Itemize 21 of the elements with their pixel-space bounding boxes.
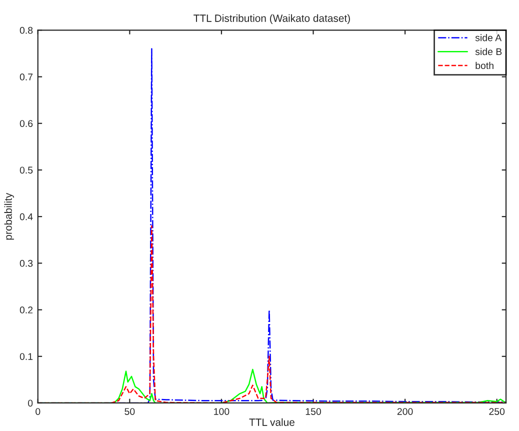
- y-tick-label: 0.6: [20, 120, 33, 127]
- y-tick-label: 0.8: [20, 26, 33, 34]
- y-tick-label: 0.3: [20, 260, 33, 267]
- legend-label: both: [476, 62, 494, 70]
- y-tick-label: 0.5: [20, 166, 33, 174]
- legend-label: side B: [475, 48, 502, 56]
- y-tick-label: 0.4: [20, 213, 33, 220]
- y-tick-label: 0: [28, 400, 33, 407]
- x-tick-label: 250: [489, 408, 505, 415]
- y-tick-label: 0.2: [20, 306, 33, 314]
- y-tick-label: 0.7: [20, 74, 33, 80]
- x-tick-label: 200: [397, 408, 413, 415]
- x-tick-label: 50: [124, 408, 135, 415]
- x-tick-label: 100: [214, 408, 230, 415]
- chart-title: TTL Distribution (Waikato dataset): [194, 14, 350, 24]
- y-axis-title: probability: [4, 192, 14, 240]
- x-axis-title: TTL value: [249, 418, 294, 426]
- x-tick-label: 150: [306, 408, 321, 415]
- x-tick-label: 0: [36, 408, 40, 415]
- legend-label: side A: [475, 34, 502, 42]
- y-tick-label: 0.1: [20, 353, 33, 360]
